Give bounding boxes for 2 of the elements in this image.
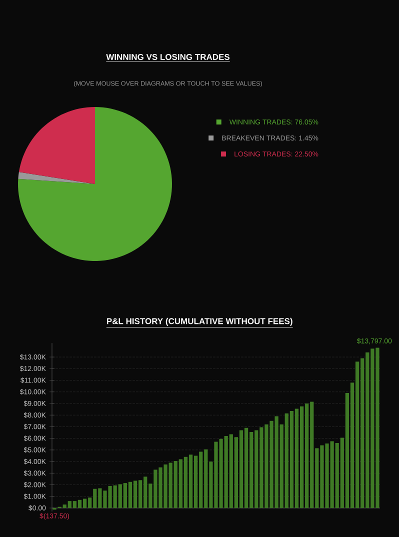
chart-title: P&L HISTORY (CUMULATIVE WITHOUT FEES) [106, 318, 292, 326]
chart-title: WINNING VS LOSING TRADES [106, 54, 230, 60]
